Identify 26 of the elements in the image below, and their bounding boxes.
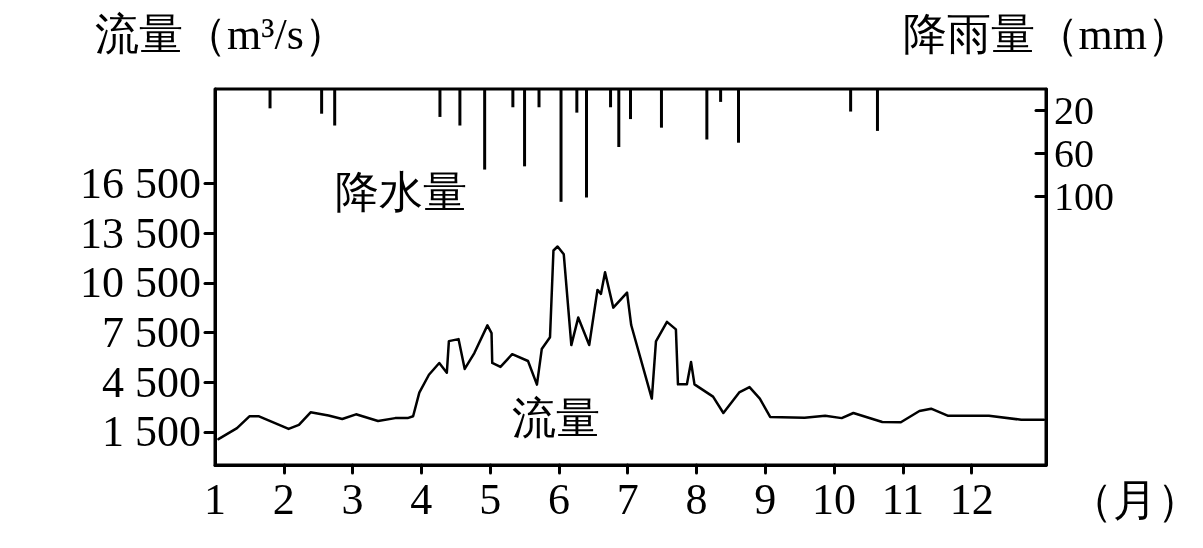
y-tick-label: 13 500 — [80, 208, 201, 258]
x-tick-label: 8 — [685, 474, 708, 524]
annotation: 降水量 — [335, 167, 467, 217]
x-tick-label: 9 — [754, 474, 777, 524]
x-tick-label: 7 — [616, 474, 639, 524]
y-tick-label: 1 500 — [102, 407, 201, 457]
x-tick-label: 5 — [479, 474, 502, 524]
x-tick-label: 6 — [547, 474, 570, 524]
y-tick-label: 16 500 — [80, 158, 201, 208]
y2-tick-label: 60 — [1054, 130, 1094, 176]
annotation: 流量 — [512, 393, 600, 443]
x-axis-title: （月） — [1069, 475, 1201, 525]
x-tick-label: 4 — [410, 474, 433, 524]
y-axis-title: 流量（m³/s） — [95, 9, 348, 59]
x-tick-label: 2 — [272, 474, 295, 524]
x-tick-label: 10 — [812, 474, 857, 524]
y-tick-label: 7 500 — [102, 307, 201, 357]
y-tick-label: 10 500 — [80, 258, 201, 308]
x-tick-label: 3 — [341, 474, 364, 524]
x-tick-label: 11 — [881, 474, 925, 524]
y2-axis-title: 降雨量（mm） — [902, 9, 1191, 59]
y2-tick-label: 100 — [1054, 173, 1114, 219]
x-tick-label: 1 — [204, 474, 226, 524]
x-tick-label: 12 — [949, 474, 994, 524]
y-tick-label: 4 500 — [102, 357, 201, 407]
y2-tick-label: 20 — [1054, 87, 1094, 133]
